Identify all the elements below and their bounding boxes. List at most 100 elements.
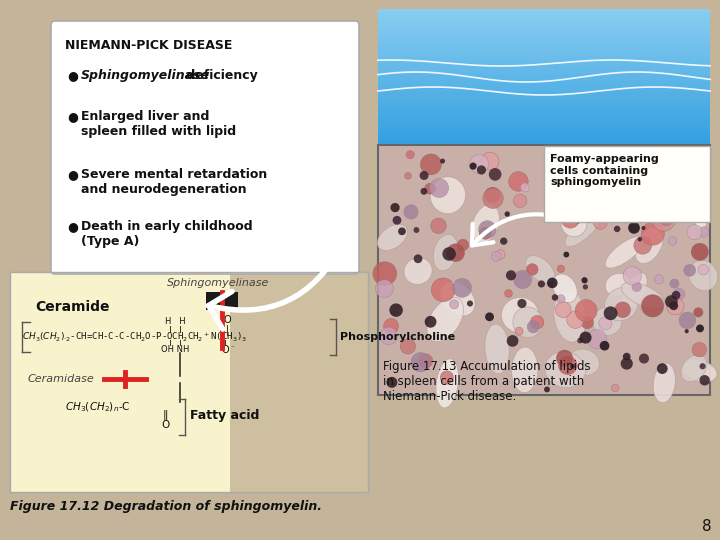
Text: ●: ● bbox=[67, 220, 78, 233]
Bar bbox=[378, 70, 710, 73]
Circle shape bbox=[552, 294, 558, 301]
Circle shape bbox=[446, 244, 464, 262]
Circle shape bbox=[657, 363, 667, 374]
Circle shape bbox=[547, 278, 557, 288]
Circle shape bbox=[557, 350, 572, 366]
Circle shape bbox=[373, 262, 397, 286]
Circle shape bbox=[642, 226, 646, 230]
Circle shape bbox=[667, 298, 684, 315]
Text: ‖: ‖ bbox=[162, 410, 168, 420]
Circle shape bbox=[479, 221, 496, 238]
Circle shape bbox=[691, 243, 708, 260]
Bar bbox=[378, 36, 710, 39]
Ellipse shape bbox=[513, 307, 542, 338]
Bar bbox=[378, 141, 710, 145]
Circle shape bbox=[600, 341, 609, 350]
Circle shape bbox=[508, 172, 528, 191]
Circle shape bbox=[564, 252, 570, 258]
Bar bbox=[378, 115, 710, 118]
Circle shape bbox=[546, 197, 552, 203]
Ellipse shape bbox=[430, 177, 466, 214]
Circle shape bbox=[526, 264, 538, 275]
Circle shape bbox=[419, 354, 433, 368]
Circle shape bbox=[425, 183, 436, 194]
Ellipse shape bbox=[436, 359, 459, 408]
Bar bbox=[378, 92, 710, 96]
Circle shape bbox=[699, 363, 706, 369]
Circle shape bbox=[618, 199, 629, 208]
Bar bbox=[230, 272, 368, 492]
Bar bbox=[378, 87, 710, 91]
Circle shape bbox=[505, 289, 513, 298]
Circle shape bbox=[505, 211, 510, 217]
Ellipse shape bbox=[433, 234, 458, 271]
Bar bbox=[378, 47, 710, 51]
Circle shape bbox=[654, 274, 664, 284]
Ellipse shape bbox=[501, 298, 539, 333]
Ellipse shape bbox=[377, 224, 408, 251]
FancyArrowPatch shape bbox=[209, 242, 343, 329]
Bar bbox=[378, 18, 710, 21]
Bar bbox=[378, 60, 710, 64]
Text: NIEMANN-PICK DISEASE: NIEMANN-PICK DISEASE bbox=[65, 39, 233, 52]
Ellipse shape bbox=[440, 281, 475, 316]
Ellipse shape bbox=[605, 287, 638, 321]
Circle shape bbox=[390, 203, 400, 212]
Ellipse shape bbox=[568, 349, 600, 375]
Bar bbox=[378, 77, 710, 80]
Ellipse shape bbox=[565, 210, 603, 247]
Circle shape bbox=[411, 353, 431, 372]
Circle shape bbox=[480, 227, 492, 239]
Circle shape bbox=[623, 353, 631, 361]
Ellipse shape bbox=[472, 205, 499, 243]
Circle shape bbox=[413, 227, 420, 233]
Text: $CH_3(CH_2)_{\cdot 2}$-CH=CH-C-C-CH$_2$O-P-OCH$_2$CH$_2$$^+$N(CH$_3$)$_3$: $CH_3(CH_2)_{\cdot 2}$-CH=CH-C-C-CH$_2$O… bbox=[22, 330, 247, 343]
Bar bbox=[378, 65, 710, 69]
Circle shape bbox=[639, 172, 647, 179]
Circle shape bbox=[557, 295, 565, 303]
Circle shape bbox=[515, 327, 523, 335]
Circle shape bbox=[582, 277, 588, 284]
Text: O: O bbox=[161, 420, 169, 430]
Circle shape bbox=[440, 159, 445, 164]
Bar bbox=[10, 272, 368, 492]
Text: Figure 17.12 Degradation of sphingomyelin.: Figure 17.12 Degradation of sphingomyeli… bbox=[10, 500, 322, 513]
Circle shape bbox=[440, 371, 454, 384]
Circle shape bbox=[379, 327, 397, 345]
Circle shape bbox=[469, 154, 489, 173]
Circle shape bbox=[491, 251, 501, 261]
Circle shape bbox=[500, 238, 508, 245]
Circle shape bbox=[489, 168, 501, 181]
Circle shape bbox=[676, 184, 688, 194]
Text: ⁻: ⁻ bbox=[231, 345, 235, 351]
Circle shape bbox=[652, 173, 658, 180]
Circle shape bbox=[624, 191, 634, 200]
Circle shape bbox=[495, 250, 505, 259]
Ellipse shape bbox=[683, 360, 717, 382]
Bar bbox=[378, 52, 710, 55]
Circle shape bbox=[442, 247, 456, 261]
Circle shape bbox=[624, 206, 639, 220]
Circle shape bbox=[586, 209, 597, 220]
Circle shape bbox=[580, 332, 592, 343]
Circle shape bbox=[672, 291, 680, 300]
Circle shape bbox=[559, 356, 577, 375]
Ellipse shape bbox=[688, 260, 718, 291]
Ellipse shape bbox=[606, 273, 630, 296]
Text: ●: ● bbox=[67, 69, 78, 82]
Bar bbox=[378, 68, 710, 71]
Circle shape bbox=[483, 188, 503, 208]
Circle shape bbox=[485, 313, 494, 321]
Circle shape bbox=[588, 329, 607, 349]
Text: O: O bbox=[223, 315, 231, 325]
Bar bbox=[378, 106, 710, 109]
Circle shape bbox=[594, 165, 611, 181]
Circle shape bbox=[679, 312, 696, 329]
Circle shape bbox=[642, 295, 664, 317]
Ellipse shape bbox=[681, 355, 707, 382]
Circle shape bbox=[699, 375, 710, 386]
Circle shape bbox=[684, 265, 696, 276]
Text: Sphingomyelinase: Sphingomyelinase bbox=[81, 69, 210, 82]
Bar bbox=[378, 79, 710, 82]
Circle shape bbox=[615, 302, 631, 318]
